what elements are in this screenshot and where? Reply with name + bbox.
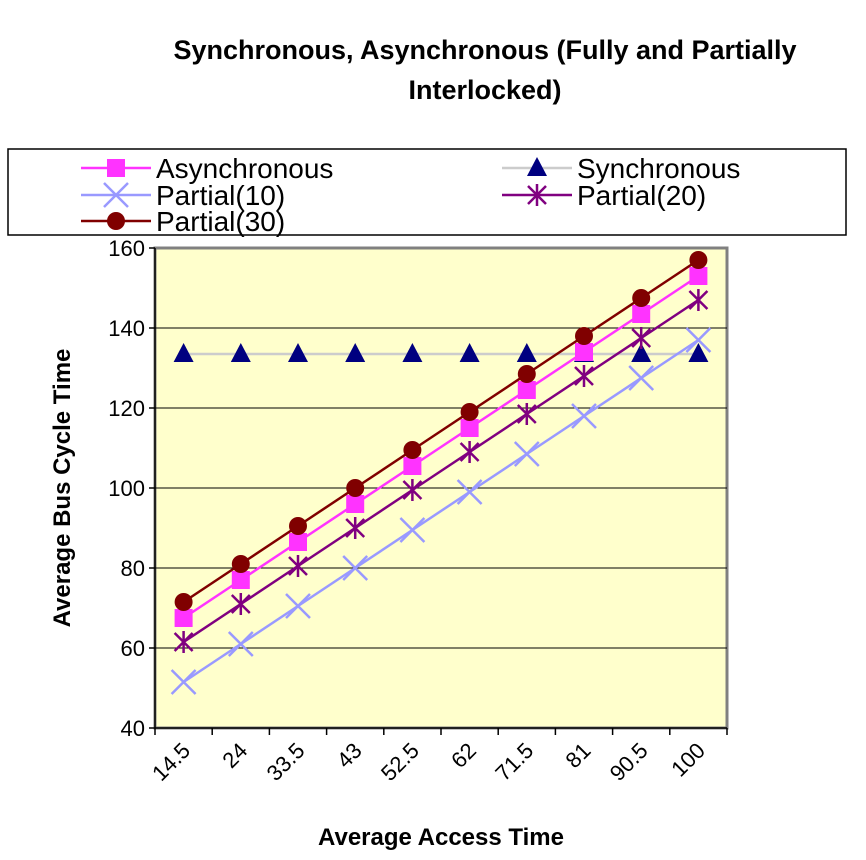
y-tick-label: 80	[121, 556, 145, 581]
data-point	[689, 251, 708, 269]
legend-label: Synchronous	[577, 153, 740, 184]
data-point	[516, 343, 537, 362]
legend-label: Partial(30)	[156, 206, 285, 237]
series-group	[170, 251, 712, 695]
legend-label: Partial(20)	[577, 180, 706, 211]
y-tick-label: 160	[108, 236, 145, 261]
data-point	[346, 479, 365, 497]
plot-area	[153, 246, 729, 730]
data-point	[403, 457, 422, 475]
legend-marker	[527, 157, 547, 176]
series-partial-30	[174, 251, 708, 611]
data-point	[288, 343, 308, 362]
data-point	[399, 517, 426, 543]
data-point	[170, 669, 197, 695]
data-point	[516, 403, 537, 425]
data-point	[345, 517, 366, 539]
data-point	[289, 533, 307, 551]
legend-item: Synchronous	[502, 153, 740, 184]
x-tick-label: 90.5	[605, 738, 653, 786]
legend-marker	[103, 182, 129, 208]
data-point	[574, 365, 594, 387]
data-point	[631, 327, 652, 349]
data-point	[571, 403, 597, 429]
x-tick-label: 24	[217, 738, 252, 773]
data-point	[628, 365, 655, 391]
data-point	[403, 441, 422, 459]
chart-title: Synchronous, Asynchronous (Fully and Par…	[173, 35, 797, 105]
x-tick-label: 62	[446, 738, 481, 773]
data-point	[231, 555, 250, 573]
data-point	[285, 593, 311, 619]
series-line	[182, 258, 700, 604]
data-point	[685, 327, 712, 353]
series-partial-20	[173, 289, 709, 653]
legend-marker	[107, 159, 125, 177]
data-point	[345, 343, 366, 362]
x-tick-label: 14.5	[147, 738, 195, 786]
x-tick-label: 71.5	[490, 738, 538, 786]
data-point	[227, 631, 254, 657]
data-point	[230, 343, 251, 362]
x-tick-label: 100	[666, 738, 710, 782]
data-point	[575, 343, 593, 361]
legend-marker	[107, 212, 125, 230]
legend-label: Partial(10)	[156, 180, 285, 211]
y-tick-label: 100	[108, 476, 145, 501]
data-point	[460, 419, 479, 437]
data-point	[688, 289, 709, 311]
data-point	[456, 479, 483, 505]
data-point	[632, 305, 651, 323]
data-point	[689, 267, 708, 285]
data-point	[173, 631, 194, 653]
legend-item: Partial(10)	[81, 180, 285, 211]
legend-marker	[527, 184, 547, 206]
data-point	[688, 343, 709, 362]
legend-item: Asynchronous	[81, 153, 333, 184]
series-line	[182, 274, 700, 620]
y-tick-label: 120	[108, 396, 145, 421]
x-tick-label: 43	[332, 738, 367, 773]
y-tick-label: 40	[121, 716, 145, 741]
data-point	[631, 343, 652, 362]
data-point	[289, 517, 307, 535]
series-asynchronous	[174, 267, 708, 627]
data-point	[632, 289, 651, 307]
data-point	[173, 343, 194, 362]
data-point	[174, 609, 193, 627]
data-point	[460, 403, 479, 421]
data-point	[174, 593, 193, 611]
data-point	[517, 365, 536, 383]
data-point	[230, 593, 251, 615]
series-partial-10	[170, 327, 712, 695]
legend-label: Asynchronous	[156, 153, 333, 184]
series-line	[182, 338, 700, 684]
y-axis-title: Average Bus Cycle Time	[49, 349, 76, 628]
data-point	[231, 571, 250, 589]
y-tick-label: 140	[108, 316, 145, 341]
data-point	[346, 495, 365, 513]
y-tick-label: 60	[121, 636, 145, 661]
data-point	[517, 381, 536, 399]
x-tick-label: 33.5	[262, 738, 310, 786]
legend-item: Partial(20)	[502, 180, 706, 211]
data-point	[459, 441, 480, 463]
data-point	[342, 555, 369, 581]
data-point	[402, 343, 423, 362]
series-line	[182, 298, 700, 644]
data-point	[513, 441, 540, 467]
legend-item: Partial(30)	[81, 206, 285, 237]
data-point	[459, 343, 480, 362]
data-point	[575, 327, 593, 345]
data-point	[402, 479, 423, 501]
x-tick-label: 52.5	[376, 738, 424, 786]
x-tick-label: 81	[561, 738, 596, 773]
x-axis-title: Average Access Time	[318, 824, 564, 851]
data-point	[288, 555, 308, 577]
